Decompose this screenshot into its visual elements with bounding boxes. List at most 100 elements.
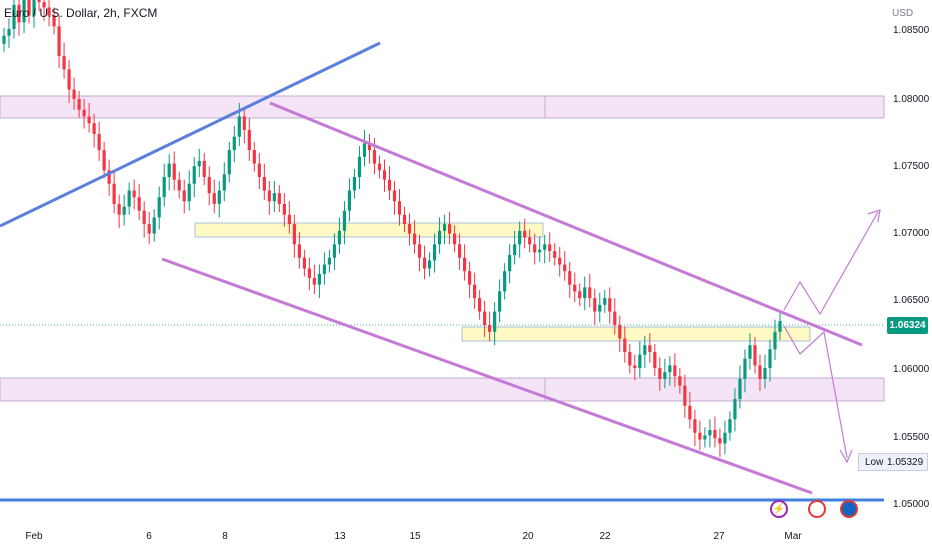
candle-up [22,0,26,23]
candle-down [252,150,256,164]
candle-down [307,268,311,278]
candle-down [382,170,387,180]
support-zone [0,377,885,402]
candle-up [342,210,347,231]
candle-up [327,257,332,265]
bullish-path-arrow[interactable] [783,211,879,316]
bearish-arrow-head [839,449,853,464]
candle-up [317,273,322,285]
candle-down [392,190,397,202]
candle-up [668,365,672,373]
candle-up [503,271,507,292]
candle-up [493,311,497,332]
candle-down [478,298,482,312]
candle-down [62,55,66,70]
candle-down [137,197,141,211]
candle-up [127,190,131,207]
candle-down [447,224,452,234]
candle-down [523,230,527,238]
candle-up [513,244,517,256]
x-tick-label: 27 [713,531,725,542]
candle-down [593,298,597,312]
x-tick-label: Feb [25,531,43,542]
candle-down [177,179,181,191]
candle-down [242,116,246,130]
candle-down [683,385,687,406]
candle-up [703,435,707,440]
candle-down [462,257,467,272]
candle-down [407,224,412,234]
candle-up [7,29,11,36]
candle-down [147,224,151,234]
candle-down [27,0,31,16]
candle-down [102,150,106,171]
candle-up [743,358,747,379]
candle-down [87,116,91,124]
candle-up [728,419,732,433]
candle-down [52,15,56,27]
candle-down [758,365,762,379]
candle-up [432,244,437,261]
low-value: 1.05329 [887,457,924,468]
flip-zone-lower [461,326,811,342]
candle-down [277,193,281,204]
bearish-path-arrow[interactable] [783,325,848,459]
candle-down [688,405,692,420]
y-tick-label: 1.06500 [893,295,930,306]
candle-up [332,244,337,258]
zones-layer [0,95,885,402]
candle-up [773,331,777,350]
candle-up [638,354,642,369]
y-tick-label: 1.08000 [893,94,930,105]
candle-up [357,156,362,178]
candle-up [157,197,161,218]
lightning-event-icon[interactable]: ⚡ [770,500,788,518]
candle-up [222,174,226,191]
channel-upper-line[interactable] [269,101,863,347]
candle-down [37,0,41,3]
candle-down [553,251,557,258]
candle-down [292,224,296,245]
candle-down [142,210,146,225]
x-tick-label: 20 [522,531,534,542]
candle-up [778,321,782,332]
drawings-layer [0,41,884,502]
candle-down [488,325,492,332]
candle-up [498,291,502,312]
candle-down [468,271,472,285]
ascending-trendline[interactable] [0,41,381,228]
candle-down [608,298,612,312]
candle-up [152,217,156,234]
candle-down [417,244,422,258]
us-flag-event-icon[interactable] [808,500,826,518]
channel-lower-line[interactable] [161,257,813,495]
candle-down [588,287,592,299]
candles-layer [2,0,782,457]
last-price-tag: 1.06324 [887,317,928,334]
low-price-box: Low 1.05329 [858,453,928,471]
candle-down [648,345,652,352]
y-tick-label: 1.06000 [893,364,930,375]
candle-up [322,264,327,274]
candle-down [82,109,86,117]
candle-down [17,4,21,23]
candle-up [643,345,647,355]
candle-down [287,214,291,225]
candle-down [473,284,477,299]
candle-down [573,284,577,292]
candle-up [738,378,742,400]
y-tick-label: 1.08500 [893,25,930,36]
candle-up [427,260,432,269]
candle-up [437,230,442,245]
eu-flag-event-icon[interactable] [840,500,858,518]
candle-down [613,311,617,326]
currency-label: USD [892,8,914,19]
candle-up [237,116,241,137]
candle-down [698,432,702,440]
candle-up [197,160,201,167]
candle-up [122,206,126,215]
candle-up [352,177,357,191]
candle-down [67,69,71,90]
candle-up [32,0,36,16]
